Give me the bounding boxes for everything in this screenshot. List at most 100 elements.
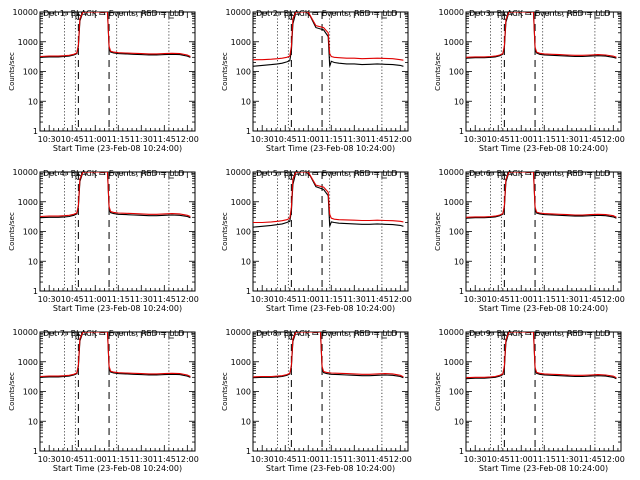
x-tick-label: 11:15 bbox=[320, 135, 343, 144]
x-tick-label: 11:45 bbox=[153, 295, 176, 304]
x-tick-label: 11:15 bbox=[107, 295, 130, 304]
series-events-black bbox=[40, 332, 191, 378]
series-events-black bbox=[40, 172, 191, 219]
x-tick-label: 10:45 bbox=[274, 135, 297, 144]
x-tick-label: 12:00 bbox=[389, 295, 412, 304]
series-group bbox=[40, 332, 191, 378]
y-tick-label: 10 bbox=[28, 257, 38, 266]
x-tick-label: 10:45 bbox=[487, 135, 510, 144]
x-tick-label: 11:00 bbox=[510, 135, 533, 144]
plot-frame bbox=[465, 331, 622, 452]
y-tick-label: 1 bbox=[33, 447, 38, 456]
plot-frame bbox=[465, 171, 622, 292]
y-tick-label: 100 bbox=[236, 68, 251, 77]
x-tick-label: 11:15 bbox=[320, 295, 343, 304]
series-lld-red bbox=[253, 12, 404, 61]
x-tick-label: 11:30 bbox=[130, 295, 153, 304]
y-tick-label: 1000 bbox=[444, 38, 464, 47]
x-tick-label: 11:30 bbox=[556, 295, 579, 304]
x-tick-label: 12:00 bbox=[389, 135, 412, 144]
y-tick-label: 10000 bbox=[439, 168, 464, 177]
x-tick-label: 11:15 bbox=[107, 135, 130, 144]
y-tick-label: 100 bbox=[23, 68, 38, 77]
series-lld-red bbox=[40, 332, 191, 378]
corner-marker bbox=[594, 332, 600, 339]
y-tick-label: 1000 bbox=[444, 198, 464, 207]
x-tick-label: 11:45 bbox=[153, 135, 176, 144]
plot-frame bbox=[465, 11, 622, 132]
y-tick-label: 100 bbox=[236, 388, 251, 397]
panel-det-3: Det 3r BLACK = Events, RED = LLD11010010… bbox=[434, 8, 625, 153]
series-lld-red bbox=[253, 172, 404, 224]
x-tick-label: 10:45 bbox=[61, 455, 84, 464]
series-events-black bbox=[253, 332, 404, 379]
x-axis-label: Start Time (23-Feb-08 10:24:00) bbox=[479, 144, 608, 153]
series-events-black bbox=[253, 172, 404, 228]
x-tick-label: 10:45 bbox=[61, 295, 84, 304]
corner-marker bbox=[594, 12, 600, 19]
y-tick-label: 10 bbox=[28, 417, 38, 426]
x-tick-label: 12:00 bbox=[176, 295, 199, 304]
series-group bbox=[466, 12, 617, 59]
series-group bbox=[253, 332, 404, 379]
y-tick-label: 1 bbox=[246, 447, 251, 456]
y-tick-label: 10000 bbox=[13, 168, 38, 177]
x-tick-label: 10:45 bbox=[274, 455, 297, 464]
x-tick-label: 11:45 bbox=[579, 455, 602, 464]
y-axis-label: Counts/sec bbox=[221, 372, 229, 411]
plot-frame bbox=[39, 331, 196, 452]
x-tick-label: 10:30 bbox=[464, 295, 487, 304]
x-axis-label: Start Time (23-Feb-08 10:24:00) bbox=[266, 144, 395, 153]
y-tick-label: 10000 bbox=[226, 8, 251, 17]
x-tick-label: 11:30 bbox=[130, 455, 153, 464]
series-events-black bbox=[466, 172, 617, 219]
x-tick-label: 10:30 bbox=[38, 455, 61, 464]
y-axis-label: Counts/sec bbox=[221, 52, 229, 91]
panel-det-9: Det 9r BLACK = Events, RED = LLD11010010… bbox=[434, 328, 625, 473]
y-tick-label: 1 bbox=[33, 287, 38, 296]
y-tick-label: 10 bbox=[454, 97, 464, 106]
y-tick-label: 10 bbox=[241, 257, 251, 266]
corner-marker bbox=[168, 332, 174, 339]
y-tick-label: 1000 bbox=[18, 38, 38, 47]
x-tick-label: 10:30 bbox=[38, 295, 61, 304]
y-tick-label: 1 bbox=[459, 287, 464, 296]
x-tick-label: 12:00 bbox=[176, 135, 199, 144]
y-tick-label: 10 bbox=[28, 97, 38, 106]
x-tick-label: 10:30 bbox=[251, 295, 274, 304]
y-tick-label: 1 bbox=[246, 287, 251, 296]
x-tick-label: 11:30 bbox=[343, 135, 366, 144]
series-group bbox=[466, 172, 617, 219]
series-events-black bbox=[253, 12, 404, 67]
x-axis-label: Start Time (23-Feb-08 10:24:00) bbox=[266, 304, 395, 313]
y-tick-label: 10 bbox=[454, 417, 464, 426]
x-tick-label: 11:15 bbox=[533, 455, 556, 464]
corner-marker bbox=[168, 172, 174, 179]
x-tick-label: 11:30 bbox=[130, 135, 153, 144]
x-tick-label: 11:00 bbox=[297, 135, 320, 144]
panel-det-4: Det 4r BLACK = Events, RED = LLD11010010… bbox=[8, 168, 199, 313]
x-tick-label: 11:45 bbox=[579, 135, 602, 144]
x-tick-label: 11:00 bbox=[84, 135, 107, 144]
y-tick-label: 100 bbox=[23, 388, 38, 397]
x-tick-label: 10:30 bbox=[251, 135, 274, 144]
series-lld-red bbox=[253, 332, 404, 378]
series-group bbox=[40, 12, 191, 58]
y-tick-label: 10000 bbox=[439, 328, 464, 337]
y-tick-label: 10 bbox=[241, 97, 251, 106]
plot-frame bbox=[252, 331, 409, 452]
series-events-black bbox=[466, 12, 617, 59]
x-tick-label: 12:00 bbox=[602, 455, 625, 464]
series-lld-red bbox=[466, 172, 617, 218]
series-events-black bbox=[466, 332, 617, 380]
y-tick-label: 1 bbox=[459, 447, 464, 456]
y-axis-label: Counts/sec bbox=[434, 212, 442, 251]
series-lld-red bbox=[466, 332, 617, 379]
y-tick-label: 100 bbox=[449, 388, 464, 397]
y-tick-label: 10000 bbox=[226, 168, 251, 177]
y-tick-label: 10000 bbox=[13, 8, 38, 17]
series-group bbox=[253, 172, 404, 228]
x-axis-label: Start Time (23-Feb-08 10:24:00) bbox=[53, 304, 182, 313]
series-lld-red bbox=[40, 12, 191, 58]
y-axis-label: Counts/sec bbox=[434, 372, 442, 411]
